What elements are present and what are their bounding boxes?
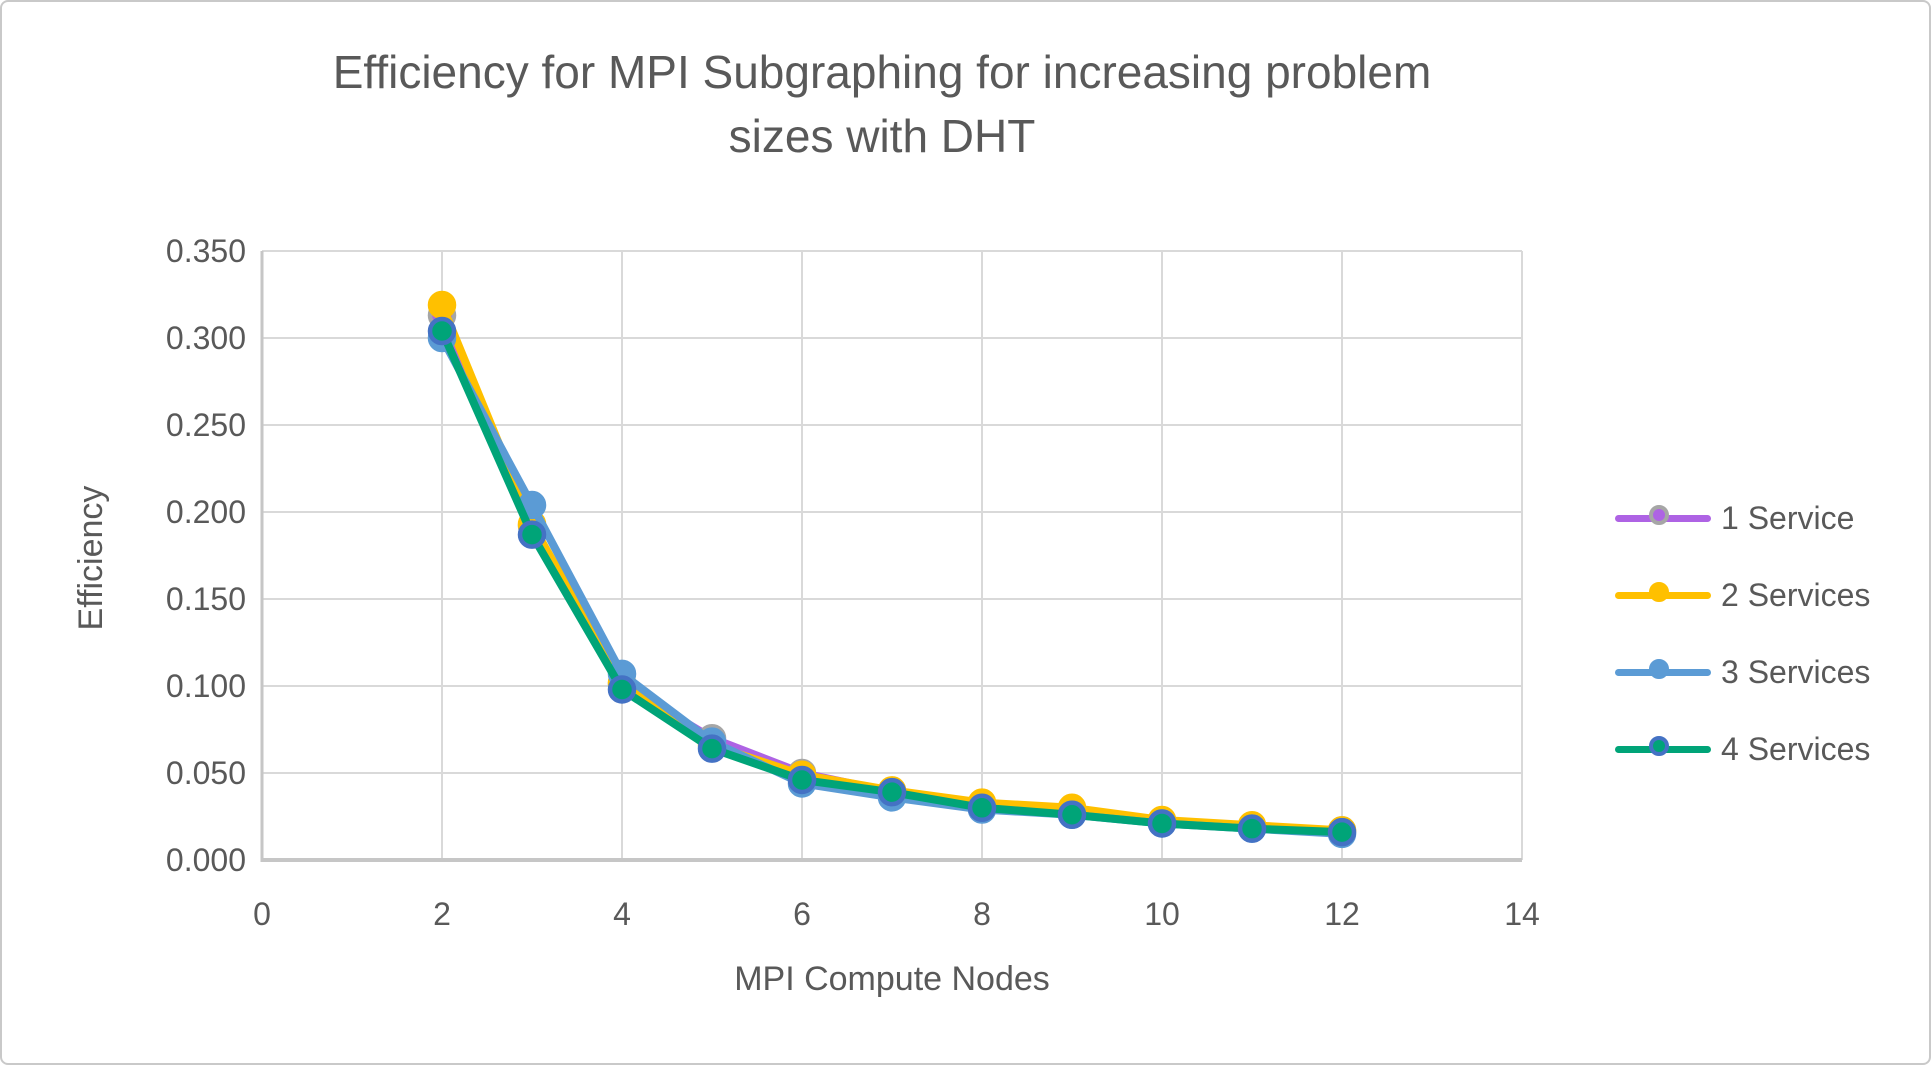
legend-sample-1-service bbox=[1615, 504, 1711, 533]
legend-sample-3-services bbox=[1615, 658, 1711, 687]
y-tick-label: 0.300 bbox=[165, 320, 246, 356]
x-tick-label: 2 bbox=[433, 896, 451, 932]
y-tick-label: 0.000 bbox=[165, 842, 246, 878]
chart-title: Efficiency for MPI Subgraphing for incre… bbox=[2, 40, 1762, 168]
legend-item-2-services: 2 Services bbox=[1615, 557, 1870, 634]
y-axis-title: Efficiency bbox=[72, 485, 110, 631]
x-axis-title: MPI Compute Nodes bbox=[734, 960, 1050, 998]
legend-label: 2 Services bbox=[1721, 577, 1871, 613]
legend-marker-icon bbox=[1649, 581, 1669, 602]
x-tick-label: 10 bbox=[1144, 896, 1180, 932]
chart-title-line2: sizes with DHT bbox=[728, 110, 1036, 162]
legend-label: 4 Services bbox=[1721, 731, 1871, 767]
legend-marker-icon bbox=[1649, 735, 1669, 756]
legend-sample-2-services bbox=[1615, 581, 1711, 610]
legend-sample-4-services bbox=[1615, 735, 1711, 764]
legend: 1 Service 2 Services 3 Services 4 Servic… bbox=[1615, 480, 1870, 788]
legend-item-4-services: 4 Services bbox=[1615, 711, 1870, 788]
legend-item-3-services: 3 Services bbox=[1615, 634, 1870, 711]
x-tick-label: 12 bbox=[1324, 896, 1360, 932]
x-tick-label: 4 bbox=[613, 896, 631, 932]
legend-label: 3 Services bbox=[1721, 654, 1871, 690]
y-tick-label: 0.200 bbox=[165, 494, 246, 530]
x-tick-label: 0 bbox=[253, 896, 271, 932]
y-tick-label: 0.150 bbox=[165, 581, 246, 617]
legend-item-1-service: 1 Service bbox=[1615, 480, 1870, 557]
legend-label: 1 Service bbox=[1721, 500, 1855, 536]
x-tick-label: 8 bbox=[973, 896, 991, 932]
legend-marker-icon bbox=[1649, 504, 1669, 525]
y-tick-label: 0.250 bbox=[165, 407, 246, 443]
y-tick-label: 0.100 bbox=[165, 668, 246, 704]
y-tick-label: 0.350 bbox=[165, 233, 246, 269]
chart-title-line1: Efficiency for MPI Subgraphing for incre… bbox=[332, 46, 1432, 98]
legend-marker-icon bbox=[1649, 658, 1669, 679]
x-tick-label: 14 bbox=[1504, 896, 1540, 932]
y-tick-label: 0.050 bbox=[165, 755, 246, 791]
x-tick-label: 6 bbox=[793, 896, 811, 932]
